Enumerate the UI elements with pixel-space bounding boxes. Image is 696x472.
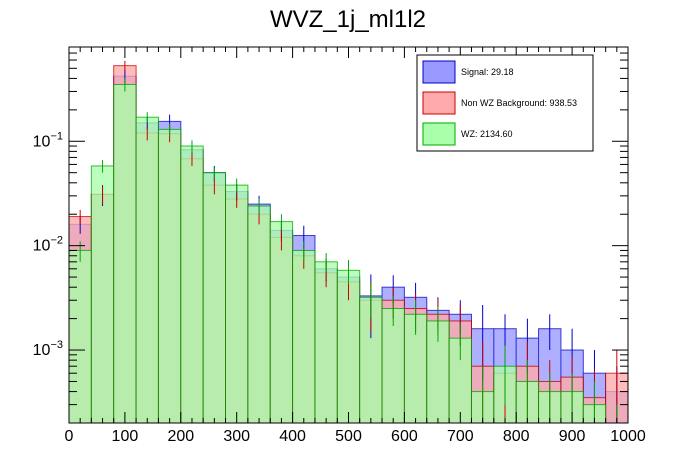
x-tick-label: 200: [167, 428, 194, 445]
bar-wz-2: [113, 83, 137, 424]
bar-wz-0: [68, 249, 92, 424]
bar-wz-9: [269, 221, 294, 424]
legend-swatch-signal: [422, 60, 456, 84]
x-tick-label: 600: [391, 428, 418, 445]
x-tick-label: 900: [559, 428, 586, 445]
x-tick-label: 100: [112, 428, 139, 445]
x-tick-label: 0: [65, 428, 74, 445]
bar-wz-5: [180, 145, 204, 424]
bar-wz-10: [292, 249, 316, 424]
legend-label-wz: WZ: 2134.60: [461, 129, 513, 139]
chart-title: WVZ_1j_ml1l2: [270, 6, 426, 33]
x-tick-label: 800: [503, 428, 530, 445]
legend-swatch-non-wz-background: [422, 91, 456, 115]
axes-layer: 0 100 200 300 400 500 600 700 800 900 1000 10−1 10−2…: [33, 46, 646, 445]
legend-label-non-wz-background: Non WZ Background: 938.53: [461, 98, 577, 108]
bar-wz-6: [202, 172, 227, 424]
bar-wz-8: [247, 205, 271, 424]
bar-wz-4: [157, 128, 182, 424]
y-tick-label: 10−2: [33, 235, 63, 255]
y-tick-label: 10−3: [33, 339, 63, 359]
bar-wz-7: [225, 184, 249, 424]
bar-wz-3: [135, 116, 159, 424]
legend-label-signal: Signal: 29.18: [461, 67, 514, 77]
x-tick-label: 300: [223, 428, 250, 445]
error-bars-layer: [79, 60, 618, 423]
series-wz: [68, 83, 607, 424]
legend-swatch-wz: [422, 122, 456, 146]
x-tick-label: 700: [447, 428, 474, 445]
x-tick-label: 400: [279, 428, 306, 445]
legend: Signal: 29.18 Non WZ Background: 938.53 …: [416, 54, 594, 152]
y-tick-label: 10−1: [33, 130, 63, 150]
x-tick-label: 500: [335, 428, 362, 445]
x-tick-label: 1000: [610, 428, 646, 445]
